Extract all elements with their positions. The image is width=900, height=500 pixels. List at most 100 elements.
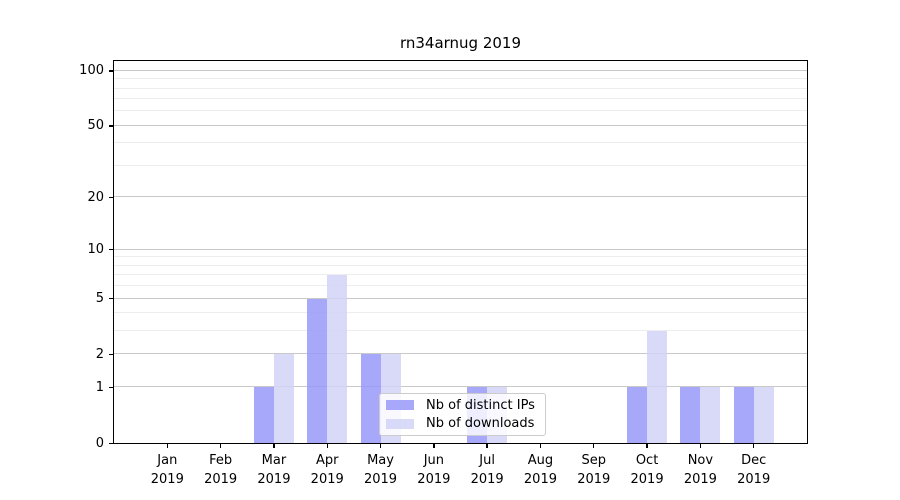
x-tick-month: Mar: [261, 453, 287, 468]
bar-distinct-ips: [253, 387, 274, 443]
gridline-minor: [114, 256, 807, 258]
gridline-major: [114, 196, 807, 198]
x-tick-month: Aug: [527, 453, 554, 468]
x-tick-label: Oct 2019: [617, 451, 677, 489]
gridline-minor: [114, 285, 807, 287]
x-tick-year: 2019: [417, 472, 451, 487]
y-tick-mark: [109, 196, 113, 199]
y-tick-label: 10: [87, 242, 104, 258]
bar-downloads: [647, 331, 668, 443]
legend: Nb of distinct IPs Nb of downloads: [379, 393, 546, 436]
x-tick-mark: [752, 444, 755, 448]
gridline-major: [114, 124, 807, 126]
gridline-minor: [114, 312, 807, 314]
x-tick-label: Mar 2019: [244, 451, 304, 489]
x-tick-year: 2019: [470, 472, 504, 487]
gridline-major: [114, 297, 807, 299]
gridline-minor: [114, 142, 807, 144]
x-tick-month: Feb: [209, 453, 233, 468]
y-tick-label: 20: [87, 189, 104, 205]
x-tick-label: Dec 2019: [724, 451, 784, 489]
x-tick-year: 2019: [737, 472, 771, 487]
legend-row-distinct-ips: Nb of distinct IPs: [386, 398, 545, 413]
y-tick-mark: [109, 353, 113, 356]
x-tick-mark: [593, 444, 595, 448]
gridline-minor: [114, 87, 807, 89]
x-tick-mark: [646, 444, 648, 448]
y-tick-mark: [109, 442, 113, 444]
x-tick-month: Apr: [315, 453, 339, 468]
x-tick-year: 2019: [204, 472, 238, 487]
legend-swatch-distinct-ips: [386, 400, 414, 411]
x-tick-mark: [326, 444, 328, 448]
y-tick-mark: [109, 70, 113, 72]
y-tick-mark: [109, 125, 113, 127]
gridline-minor: [114, 98, 807, 100]
bar-distinct-ips: [680, 387, 701, 443]
y-tick-mark: [109, 386, 113, 388]
legend-label-downloads: Nb of downloads: [426, 416, 535, 432]
x-tick-mark: [219, 444, 222, 448]
x-tick-label: Jul 2019: [457, 451, 517, 489]
y-tick-label: 50: [87, 118, 104, 134]
y-tick-mark: [109, 249, 113, 251]
x-tick-year: 2019: [523, 472, 557, 487]
x-tick-mark: [699, 444, 702, 448]
x-tick-label: Jun 2019: [404, 451, 464, 489]
bar-downloads: [327, 275, 348, 443]
bar-downloads: [753, 387, 774, 443]
x-tick-mark: [539, 444, 542, 448]
x-tick-label: Feb 2019: [191, 451, 251, 489]
x-tick-mark: [486, 444, 488, 448]
x-tick-year: 2019: [577, 472, 611, 487]
x-tick-month: Jul: [479, 453, 495, 468]
bar-downloads: [700, 387, 721, 443]
gridline-minor: [114, 165, 807, 167]
gridline-major: [114, 248, 807, 250]
gridline-minor: [114, 264, 807, 266]
x-tick-label: May 2019: [351, 451, 411, 489]
y-tick-label: 5: [95, 290, 104, 306]
x-tick-year: 2019: [257, 472, 291, 487]
gridline-minor: [114, 78, 807, 80]
bar-distinct-ips: [360, 354, 381, 443]
chart-title: rn34arnug 2019: [399, 34, 522, 52]
x-tick-month: Jan: [157, 453, 178, 468]
x-tick-mark: [433, 444, 435, 448]
gridline-minor: [114, 274, 807, 276]
x-tick-month: Jun: [423, 453, 444, 468]
gridline-minor: [114, 110, 807, 112]
x-tick-mark: [166, 444, 168, 448]
x-tick-mark: [273, 444, 275, 448]
x-tick-label: Apr 2019: [297, 451, 357, 489]
bar-distinct-ips: [307, 298, 328, 443]
gridline-major: [114, 353, 807, 355]
x-tick-label: Sep 2019: [564, 451, 624, 489]
x-tick-label: Aug 2019: [510, 451, 570, 489]
bar-distinct-ips: [733, 387, 754, 443]
x-tick-year: 2019: [630, 472, 664, 487]
x-tick-month: Sep: [581, 453, 607, 468]
x-tick-label: Jan 2019: [137, 451, 197, 489]
legend-swatch-downloads: [386, 418, 414, 429]
legend-row-downloads: Nb of downloads: [386, 416, 545, 431]
y-tick-label: 0: [95, 435, 104, 451]
gridline-major: [114, 69, 807, 71]
x-tick-label: Nov 2019: [670, 451, 730, 489]
gridline-minor: [114, 330, 807, 332]
x-tick-year: 2019: [363, 472, 398, 487]
x-tick-year: 2019: [310, 472, 344, 487]
y-tick-label: 1: [95, 379, 104, 395]
bar-downloads: [273, 354, 294, 443]
y-tick-label: 100: [79, 63, 104, 79]
x-tick-month: Nov: [687, 453, 714, 468]
x-tick-year: 2019: [150, 472, 184, 487]
y-tick-mark: [109, 297, 113, 300]
x-tick-mark: [379, 444, 382, 448]
bar-distinct-ips: [627, 387, 648, 443]
gridline-major: [114, 386, 807, 388]
y-tick-label: 2: [95, 346, 104, 362]
x-tick-year: 2019: [683, 472, 717, 487]
plot-area: [113, 60, 808, 444]
